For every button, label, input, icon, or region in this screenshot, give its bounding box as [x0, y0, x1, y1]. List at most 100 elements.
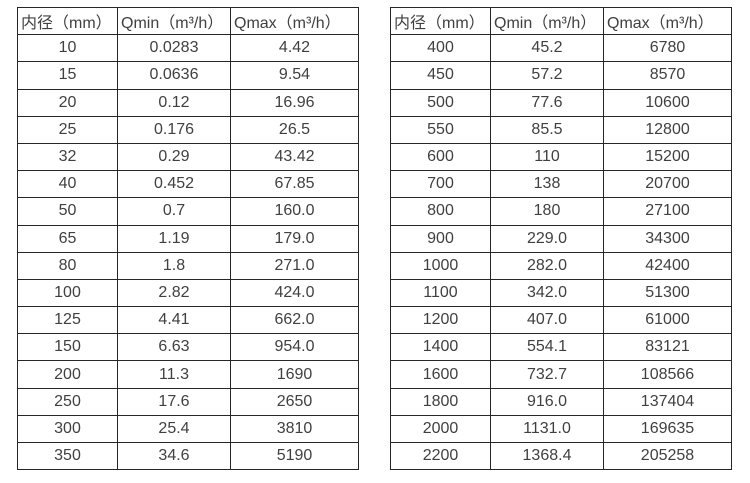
table-cell: 11.3 [117, 360, 231, 389]
table-row: 65 1.19 179.0 [17, 224, 359, 253]
table-cell: 1100 [390, 278, 491, 308]
table-cell: 20700 [603, 170, 732, 199]
table-row: 1600 732.7 108566 [390, 360, 732, 389]
table-row: 1800 916.0 137404 [390, 387, 732, 416]
table-cell: 160.0 [230, 197, 359, 226]
table-cell: 916.0 [490, 387, 604, 416]
table-row: 600 110 15200 [390, 142, 732, 172]
col-header-diameter: 内径（mm） [390, 6, 491, 36]
table-cell: 85.5 [490, 115, 604, 144]
table-cell: 67.85 [230, 170, 359, 199]
table-cell: 51300 [603, 278, 732, 308]
table-cell: 110 [490, 142, 604, 172]
table-cell: 100 [17, 278, 118, 308]
table-cell: 205258 [603, 441, 732, 471]
table-row: 800 180 27100 [390, 197, 732, 226]
table-row: 50 0.7 160.0 [17, 197, 359, 226]
table-cell: 4.41 [117, 306, 231, 335]
table-cell: 9.54 [230, 61, 359, 90]
table-cell: 34300 [603, 224, 732, 253]
table-cell: 1800 [390, 387, 491, 416]
table-cell: 1368.4 [490, 441, 604, 471]
table-cell: 15200 [603, 142, 732, 172]
table-cell: 1000 [390, 251, 491, 280]
table-cell: 1600 [390, 360, 491, 389]
table-row: 900 229.0 34300 [390, 224, 732, 253]
table-cell: 700 [390, 170, 491, 199]
table-row: 1200 407.0 61000 [390, 306, 732, 335]
table-cell: 80 [17, 251, 118, 280]
table-cell: 954.0 [230, 333, 359, 362]
table-row: 200 11.3 1690 [17, 360, 359, 389]
table-cell: 180 [490, 197, 604, 226]
table-cell: 150 [17, 333, 118, 362]
table-cell: 500 [390, 88, 491, 117]
table-cell: 0.176 [117, 115, 231, 144]
table-cell: 83121 [603, 333, 732, 362]
table-cell: 1690 [230, 360, 359, 389]
table-cell: 12800 [603, 115, 732, 144]
col-header-qmax: Qmax（m³/h） [230, 6, 359, 36]
table-cell: 169635 [603, 414, 732, 444]
flow-spec-table-small-diameters: 内径（mm） Qmin（m³/h） Qmax（m³/h） 10 0.0283 4.4… [17, 6, 359, 471]
table-row: 1400 554.1 83121 [390, 333, 732, 362]
table-row: 15 0.0636 9.54 [17, 61, 359, 90]
table-cell: 50 [17, 197, 118, 226]
table-cell: 25 [17, 115, 118, 144]
flow-spec-table-large-diameters: 内径（mm） Qmin（m³/h） Qmax（m³/h） 400 45.2 6780… [390, 6, 732, 471]
table-cell: 600 [390, 142, 491, 172]
table-row: 25 0.176 26.5 [17, 115, 359, 144]
table-cell: 42400 [603, 251, 732, 280]
table-cell: 1.8 [117, 251, 231, 280]
table-cell: 229.0 [490, 224, 604, 253]
table-cell: 65 [17, 224, 118, 253]
table-row: 100 2.82 424.0 [17, 278, 359, 308]
table-cell: 17.6 [117, 387, 231, 416]
table-cell: 15 [17, 61, 118, 90]
col-header-qmin: Qmin（m³/h） [490, 6, 604, 36]
table-cell: 137404 [603, 387, 732, 416]
table-cell: 10 [17, 34, 118, 63]
table-row: 125 4.41 662.0 [17, 306, 359, 335]
table-row: 700 138 20700 [390, 170, 732, 199]
table-cell: 138 [490, 170, 604, 199]
table-cell: 43.42 [230, 142, 359, 172]
table-cell: 0.12 [117, 88, 231, 117]
table-row: 10 0.0283 4.42 [17, 34, 359, 63]
table-cell: 27100 [603, 197, 732, 226]
table-cell: 342.0 [490, 278, 604, 308]
table-cell: 250 [17, 387, 118, 416]
table-cell: 271.0 [230, 251, 359, 280]
table-row: 450 57.2 8570 [390, 61, 732, 90]
table-row: 150 6.63 954.0 [17, 333, 359, 362]
table-row: 1100 342.0 51300 [390, 278, 732, 308]
table-cell: 32 [17, 142, 118, 172]
table-cell: 61000 [603, 306, 732, 335]
table-cell: 34.6 [117, 441, 231, 471]
table-cell: 4.42 [230, 34, 359, 63]
table-cell: 3810 [230, 414, 359, 444]
table-body: 10 0.0283 4.42 15 0.0636 9.54 20 0.12 16.96 25 0.1… [17, 34, 359, 471]
table-cell: 2650 [230, 387, 359, 416]
table-cell: 282.0 [490, 251, 604, 280]
table-cell: 125 [17, 306, 118, 335]
table-cell: 0.0636 [117, 61, 231, 90]
table-cell: 25.4 [117, 414, 231, 444]
table-cell: 424.0 [230, 278, 359, 308]
table-cell: 0.29 [117, 142, 231, 172]
table-row: 550 85.5 12800 [390, 115, 732, 144]
table-row: 80 1.8 271.0 [17, 251, 359, 280]
table-cell: 5190 [230, 441, 359, 471]
spec-tables-container: 内径（mm） Qmin（m³/h） Qmax（m³/h） 10 0.0283 4.4… [17, 6, 732, 471]
table-row: 1000 282.0 42400 [390, 251, 732, 280]
table-cell: 1131.0 [490, 414, 604, 444]
table-cell: 40 [17, 170, 118, 199]
header-row: 内径（mm） Qmin（m³/h） Qmax（m³/h） [390, 6, 732, 36]
table-cell: 57.2 [490, 61, 604, 90]
table-row: 2000 1131.0 169635 [390, 414, 732, 444]
table-row: 40 0.452 67.85 [17, 170, 359, 199]
table-cell: 8570 [603, 61, 732, 90]
table-cell: 732.7 [490, 360, 604, 389]
table-cell: 1200 [390, 306, 491, 335]
table-row: 300 25.4 3810 [17, 414, 359, 444]
